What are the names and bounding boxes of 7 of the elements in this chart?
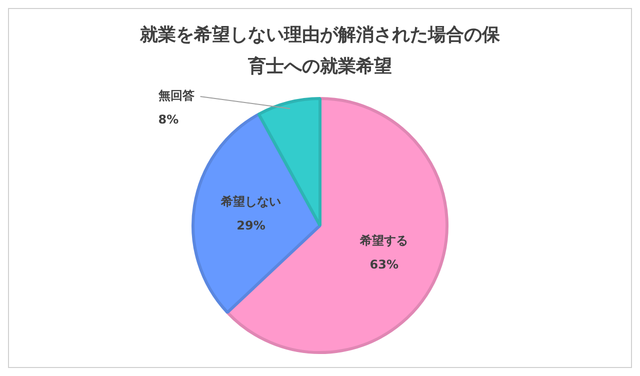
data-label: 29%	[236, 218, 266, 233]
slice-label: 希望する	[359, 233, 408, 248]
slice-label: 希望しない	[220, 194, 282, 209]
slice-label: 無回答	[157, 88, 196, 103]
data-label: 8%	[158, 112, 179, 127]
chart-title: 就業を希望しない理由が解消された場合の保育士への就業希望	[139, 24, 501, 77]
data-label: 63%	[370, 257, 398, 272]
